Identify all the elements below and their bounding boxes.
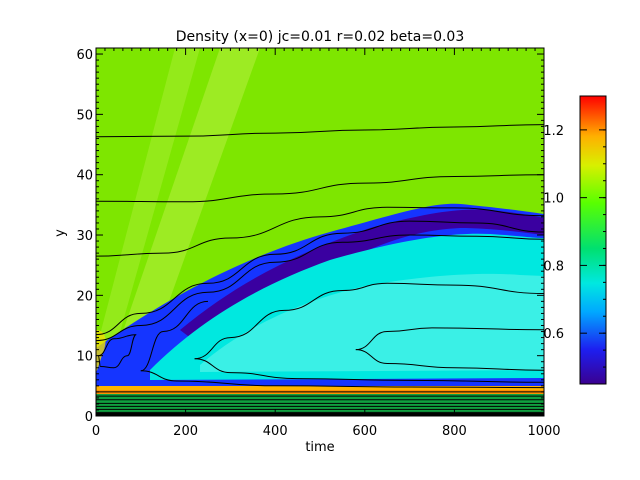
- x-tick-label: 800: [442, 424, 467, 439]
- cyan-interior: [200, 273, 544, 372]
- y-tick-label: 20: [76, 289, 93, 304]
- y-tick-label: 10: [76, 350, 93, 365]
- colorbar-axis: 0.6 0.8 1.0 1.2: [543, 124, 606, 368]
- x-tick-label: 1000: [527, 424, 560, 439]
- contour-c3: [96, 206, 544, 257]
- contour-c6: [194, 282, 544, 360]
- contour-c10: [140, 300, 209, 372]
- axes: 0 200 400 600 800 1000 0 10 20 30 40 50 60: [76, 47, 561, 439]
- y-tick-label: 50: [76, 108, 93, 123]
- band-core: [180, 209, 544, 345]
- y-axis-label: y: [53, 229, 68, 237]
- contour-c2: [96, 174, 544, 203]
- y-tick-label: 0: [85, 410, 93, 425]
- chart-title: Density (x=0) jc=0.01 r=0.02 beta=0.03: [176, 29, 465, 45]
- light-streak: [96, 48, 260, 410]
- contour-c5: [96, 234, 544, 342]
- colorbar-tick-label: 0.6: [543, 327, 564, 342]
- colorbar-tick-label: 0.8: [543, 259, 564, 274]
- x-tick-label: 600: [352, 424, 377, 439]
- colorbar-tick-label: 1.0: [543, 192, 564, 207]
- colorbar-tick-label: 1.2: [543, 124, 564, 139]
- contour-c11: [140, 370, 544, 389]
- contour-lines: [96, 124, 544, 389]
- contour-c1: [96, 124, 544, 138]
- contour-c12: [97, 334, 137, 369]
- x-tick-label: 0: [92, 424, 100, 439]
- light-streak: [96, 48, 200, 350]
- y-tick-label: 60: [76, 48, 93, 63]
- x-tick-label: 200: [173, 424, 198, 439]
- contour-c7: [355, 327, 544, 351]
- contour-c4: [96, 220, 544, 336]
- x-tick-label: 400: [263, 424, 288, 439]
- contour-c9: [194, 358, 544, 383]
- y-tick-label: 40: [76, 169, 93, 184]
- colorbar: [579, 95, 607, 385]
- contour-c8: [355, 349, 544, 371]
- x-axis-label: time: [305, 440, 334, 455]
- y-tick-label: 30: [76, 229, 93, 244]
- heatmap-area: [96, 48, 544, 416]
